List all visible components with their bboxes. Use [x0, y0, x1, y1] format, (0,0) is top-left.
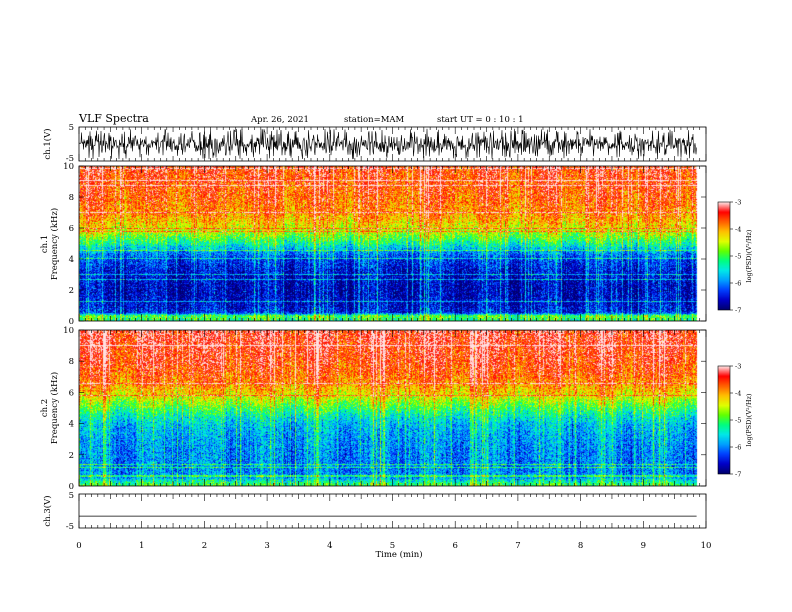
time-tick-label: 10	[701, 541, 712, 551]
time-tick-label: 0	[76, 541, 81, 551]
ch1-colorbar-holder	[718, 202, 730, 310]
time-tick-label: 8	[578, 541, 583, 551]
ch1-spectrogram-ylabel: Frequency (kHz)	[49, 208, 60, 280]
ch1-waveform-ylabel: ch.1(V)	[42, 128, 53, 159]
ch2-spectrogram-heatmap	[79, 330, 706, 486]
time-tick-label: 3	[264, 541, 269, 551]
ch2-spectrogram-channel-label: ch.2	[40, 399, 50, 417]
figure-title: VLF Spectra	[78, 112, 149, 125]
frequency-tick-label: 8	[69, 193, 74, 203]
colorbar-tick-label: -4	[735, 390, 741, 398]
ch3-ytick-top: 5	[69, 491, 74, 501]
frequency-tick-label: 0	[69, 317, 74, 327]
header-date: Apr. 26, 2021	[250, 115, 309, 125]
colorbar-tick-label: -3	[735, 363, 741, 371]
colorbar-tick-label: -4	[735, 226, 741, 234]
time-tick-label: 6	[452, 541, 457, 551]
frequency-tick-label: 10	[63, 326, 74, 336]
frequency-tick-label: 0	[69, 482, 74, 492]
ch2-colorbar	[718, 366, 730, 474]
colorbar-tick-label: -7	[735, 471, 741, 479]
time-tick-label: 1	[139, 541, 144, 551]
colorbar-tick-label: -3	[735, 199, 741, 207]
frequency-tick-label: 10	[63, 162, 74, 172]
colorbar-tick-label: -6	[735, 280, 741, 288]
frequency-tick-label: 4	[69, 420, 74, 430]
header-station: station=MAM	[344, 115, 405, 125]
frequency-tick-label: 4	[69, 255, 74, 265]
time-axis-tick-labels: 0 1 2 3 4 5 6 7 8 9 10	[76, 541, 711, 551]
ch1-spectrogram-channel-label: ch.1	[40, 235, 50, 253]
ch2-spectrogram-image-holder	[79, 330, 706, 486]
ch2-colorbar-label: log(PSD)(V²/Hz)	[745, 393, 753, 446]
time-tick-label: 2	[202, 541, 207, 551]
header-start-time: start UT = 0 : 10 : 1	[437, 115, 524, 125]
ch2-spectrogram-ylabel: Frequency (kHz)	[49, 372, 60, 444]
time-tick-label: 7	[515, 541, 520, 551]
frequency-tick-label: 6	[69, 388, 74, 398]
frequency-tick-label: 2	[69, 286, 74, 296]
time-tick-label: 4	[327, 541, 332, 551]
ch3-waveform-ylabel: ch.3(V)	[42, 495, 53, 526]
frequency-tick-label: 2	[69, 451, 74, 461]
ch1-ytick-bottom: -5	[66, 154, 74, 164]
time-tick-label: 5	[390, 541, 395, 551]
colorbar-tick-label: -5	[735, 253, 741, 261]
ch1-spectrogram-yticks: 0 2 4 6 8 10	[63, 162, 706, 327]
ch1-colorbar-label: log(PSD)(V²/Hz)	[745, 229, 753, 282]
ch1-colorbar-ticks: -3 -4 -5 -6 -7	[730, 199, 741, 315]
ch1-waveform-trace	[78, 128, 697, 160]
ch2-colorbar-holder	[718, 366, 730, 474]
ch1-ytick-top: 5	[69, 123, 74, 133]
ch3-ytick-bottom: -5	[66, 522, 74, 532]
time-axis-label: Time (min)	[375, 549, 422, 560]
ch1-spectrogram-image-holder	[79, 166, 706, 321]
frequency-tick-label: 8	[69, 357, 74, 367]
time-tick-label: 9	[641, 541, 646, 551]
colorbar-tick-label: -6	[735, 444, 741, 452]
time-axis-ticks	[78, 127, 707, 528]
ch2-colorbar-ticks: -3 -4 -5 -6 -7	[730, 363, 741, 479]
ch1-colorbar	[718, 202, 730, 310]
colorbar-tick-label: -5	[735, 417, 741, 425]
colorbar-tick-label: -7	[735, 307, 741, 315]
frequency-tick-label: 6	[69, 224, 74, 234]
ch1-spectrogram-heatmap	[79, 166, 706, 321]
ch2-spectrogram-yticks: 0 2 4 6 8 10	[63, 326, 706, 492]
